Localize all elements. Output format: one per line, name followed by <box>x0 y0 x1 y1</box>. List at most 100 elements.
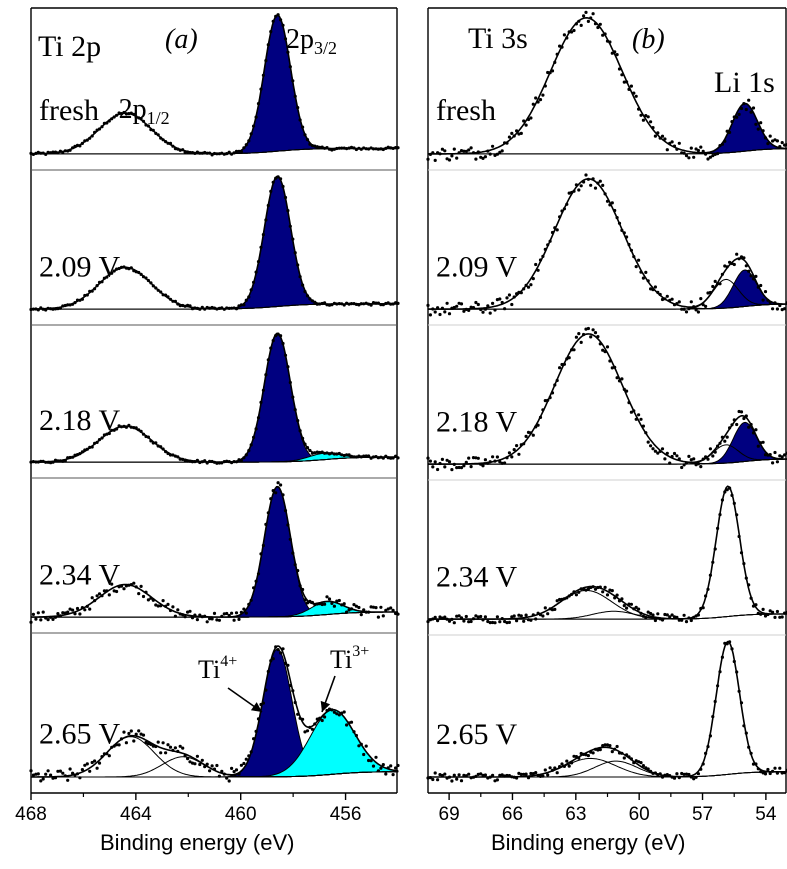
data-point-0-2 <box>107 431 111 436</box>
data-point-1-4 <box>711 715 715 719</box>
data-point-0-1 <box>340 302 344 306</box>
panel-b-core-level: Ti 3s <box>468 22 528 55</box>
data-point-1-3 <box>615 593 619 597</box>
data-point-1-2 <box>560 362 564 367</box>
data-point-1-4 <box>524 772 528 776</box>
data-point-1-3 <box>445 617 449 621</box>
data-point-1-2 <box>515 444 519 448</box>
data-point-1-0 <box>675 147 679 151</box>
data-point-0-4 <box>34 772 38 776</box>
data-point-1-3 <box>665 613 669 617</box>
data-point-1-1 <box>625 235 629 239</box>
x-tick-label-0-1: 464 <box>120 804 152 825</box>
data-point-0-1 <box>44 308 48 312</box>
data-point-1-2 <box>711 454 715 458</box>
data-point-0-3 <box>357 605 361 610</box>
oxidation-label-sup-1: 3+ <box>352 643 369 660</box>
data-point-1-2 <box>443 465 447 469</box>
data-point-0-0 <box>31 152 35 156</box>
data-point-0-3 <box>352 603 356 607</box>
data-point-0-1 <box>154 286 158 290</box>
data-point-1-0 <box>572 28 576 33</box>
data-point-0-4 <box>345 723 349 727</box>
data-point-0-2 <box>161 447 165 451</box>
data-point-0-1 <box>259 245 263 249</box>
data-point-0-2 <box>110 428 114 432</box>
data-point-1-1 <box>505 296 509 300</box>
data-point-0-4 <box>100 755 104 759</box>
data-point-0-1 <box>298 275 302 279</box>
data-point-0-2 <box>354 455 358 459</box>
data-point-0-2 <box>97 438 102 442</box>
data-point-0-1 <box>173 299 177 303</box>
data-point-0-4 <box>95 766 99 770</box>
data-point-0-4 <box>93 759 97 763</box>
data-point-1-3 <box>503 619 507 624</box>
data-point-1-2 <box>641 424 646 428</box>
data-point-0-4 <box>227 779 231 783</box>
data-point-1-2 <box>665 451 669 455</box>
data-point-0-0 <box>274 14 278 18</box>
data-point-0-0 <box>234 149 239 153</box>
data-point-0-3 <box>354 604 358 608</box>
data-point-0-0 <box>242 146 246 150</box>
data-point-0-1 <box>313 300 317 304</box>
data-point-1-3 <box>625 606 629 610</box>
data-point-0-0 <box>139 117 143 121</box>
data-point-0-1 <box>39 306 43 310</box>
data-point-1-2 <box>656 451 660 455</box>
data-point-0-4 <box>164 751 168 755</box>
data-point-1-1 <box>739 255 744 259</box>
data-point-1-2 <box>440 457 444 461</box>
data-point-1-1 <box>646 279 650 283</box>
data-point-1-3 <box>677 618 681 622</box>
data-point-0-1 <box>332 301 336 305</box>
data-point-1-2 <box>476 456 480 460</box>
data-point-1-1 <box>519 291 523 295</box>
data-point-1-1 <box>493 308 497 312</box>
data-point-1-1 <box>632 255 636 259</box>
data-point-1-0 <box>759 121 763 125</box>
data-point-1-0 <box>625 80 629 84</box>
data-point-1-0 <box>684 154 689 158</box>
data-point-1-2 <box>680 465 684 470</box>
data-point-0-2 <box>394 454 398 458</box>
data-point-1-1 <box>639 270 643 274</box>
data-point-1-4 <box>603 743 607 747</box>
data-point-1-3 <box>467 620 471 624</box>
envelope-line-0-3 <box>31 485 398 618</box>
data-point-0-4 <box>112 744 116 748</box>
data-point-1-1 <box>538 258 543 262</box>
data-point-1-0 <box>692 155 696 159</box>
data-point-1-3 <box>637 607 641 611</box>
series-label-0-0: fresh <box>39 94 99 127</box>
data-point-1-4 <box>459 779 464 783</box>
data-point-1-1 <box>445 301 449 305</box>
data-point-1-2 <box>433 460 437 464</box>
data-point-0-1 <box>178 304 182 308</box>
panel-b-li1s-label: Li 1s <box>714 66 775 99</box>
data-point-0-2 <box>276 332 280 336</box>
data-point-1-0 <box>641 118 646 122</box>
data-point-1-2 <box>479 462 483 466</box>
data-point-0-4 <box>371 764 376 768</box>
data-point-1-0 <box>591 12 595 16</box>
data-point-0-2 <box>281 341 285 346</box>
data-point-0-1 <box>164 293 168 297</box>
data-point-0-4 <box>212 767 217 771</box>
data-point-0-4 <box>151 744 155 748</box>
data-point-0-1 <box>318 302 322 306</box>
data-point-1-0 <box>682 151 686 155</box>
data-point-0-0 <box>154 131 158 135</box>
data-point-0-2 <box>105 432 109 436</box>
data-point-0-2 <box>271 339 275 343</box>
data-point-1-0 <box>708 155 713 159</box>
data-point-1-3 <box>476 615 480 619</box>
data-point-0-1 <box>190 307 195 311</box>
data-point-1-4 <box>670 775 674 779</box>
data-point-0-3 <box>347 608 351 612</box>
data-point-0-2 <box>56 459 60 463</box>
data-point-0-2 <box>384 454 388 458</box>
data-point-0-0 <box>93 130 97 134</box>
data-point-0-1 <box>227 306 231 310</box>
